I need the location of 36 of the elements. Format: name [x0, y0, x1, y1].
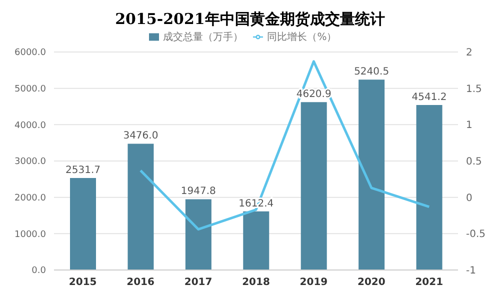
y-tick-label: 5000.0	[14, 84, 46, 95]
y2-tick-label: -1	[466, 266, 476, 277]
data-label: 5240.5	[354, 66, 390, 78]
y2-tick-label: 1	[466, 120, 472, 132]
y2-tick-label: -0.5	[466, 229, 486, 240]
chart-title: 2015-2021年中国黄金期货成交量统计	[114, 9, 386, 30]
y-tick-label: 6000.0	[14, 48, 46, 58]
data-label: 2531.7	[66, 165, 100, 176]
bar	[185, 199, 212, 270]
legend-label: 成交总量（万手）	[163, 32, 244, 43]
x-tick-label: 2020	[358, 277, 386, 288]
bar	[128, 144, 154, 270]
bar	[243, 211, 270, 270]
bar	[416, 105, 442, 270]
y2-tick-label: 0.5	[466, 156, 482, 168]
x-tick-label: 2018	[242, 277, 270, 288]
bar	[70, 178, 96, 270]
y2-tick-label: 0	[466, 192, 472, 204]
y-tick-label: 1000.0	[14, 230, 46, 240]
data-label: 1947.8	[180, 186, 216, 198]
x-tick-label: 2019	[300, 277, 328, 288]
x-tick-label: 2016	[126, 277, 155, 288]
y-tick-label: 2000.0	[14, 194, 46, 204]
x-tick-label: 2021	[415, 277, 444, 288]
y2-tick-label: 2	[466, 48, 472, 59]
legend-label: 同比增长（%）	[267, 32, 337, 43]
y-tick-label: 3000.0	[14, 157, 46, 168]
bar	[300, 102, 327, 270]
y2-tick-label: 1.5	[466, 84, 482, 95]
y-tick-label: 0.0	[32, 266, 46, 276]
bar	[358, 80, 385, 270]
x-tick-label: 2015	[68, 277, 97, 288]
x-tick-label: 2017	[184, 277, 212, 288]
data-label: 3476.0	[123, 130, 158, 142]
y-tick-label: 4000.0	[14, 120, 46, 131]
data-label: 4541.2	[412, 92, 447, 104]
